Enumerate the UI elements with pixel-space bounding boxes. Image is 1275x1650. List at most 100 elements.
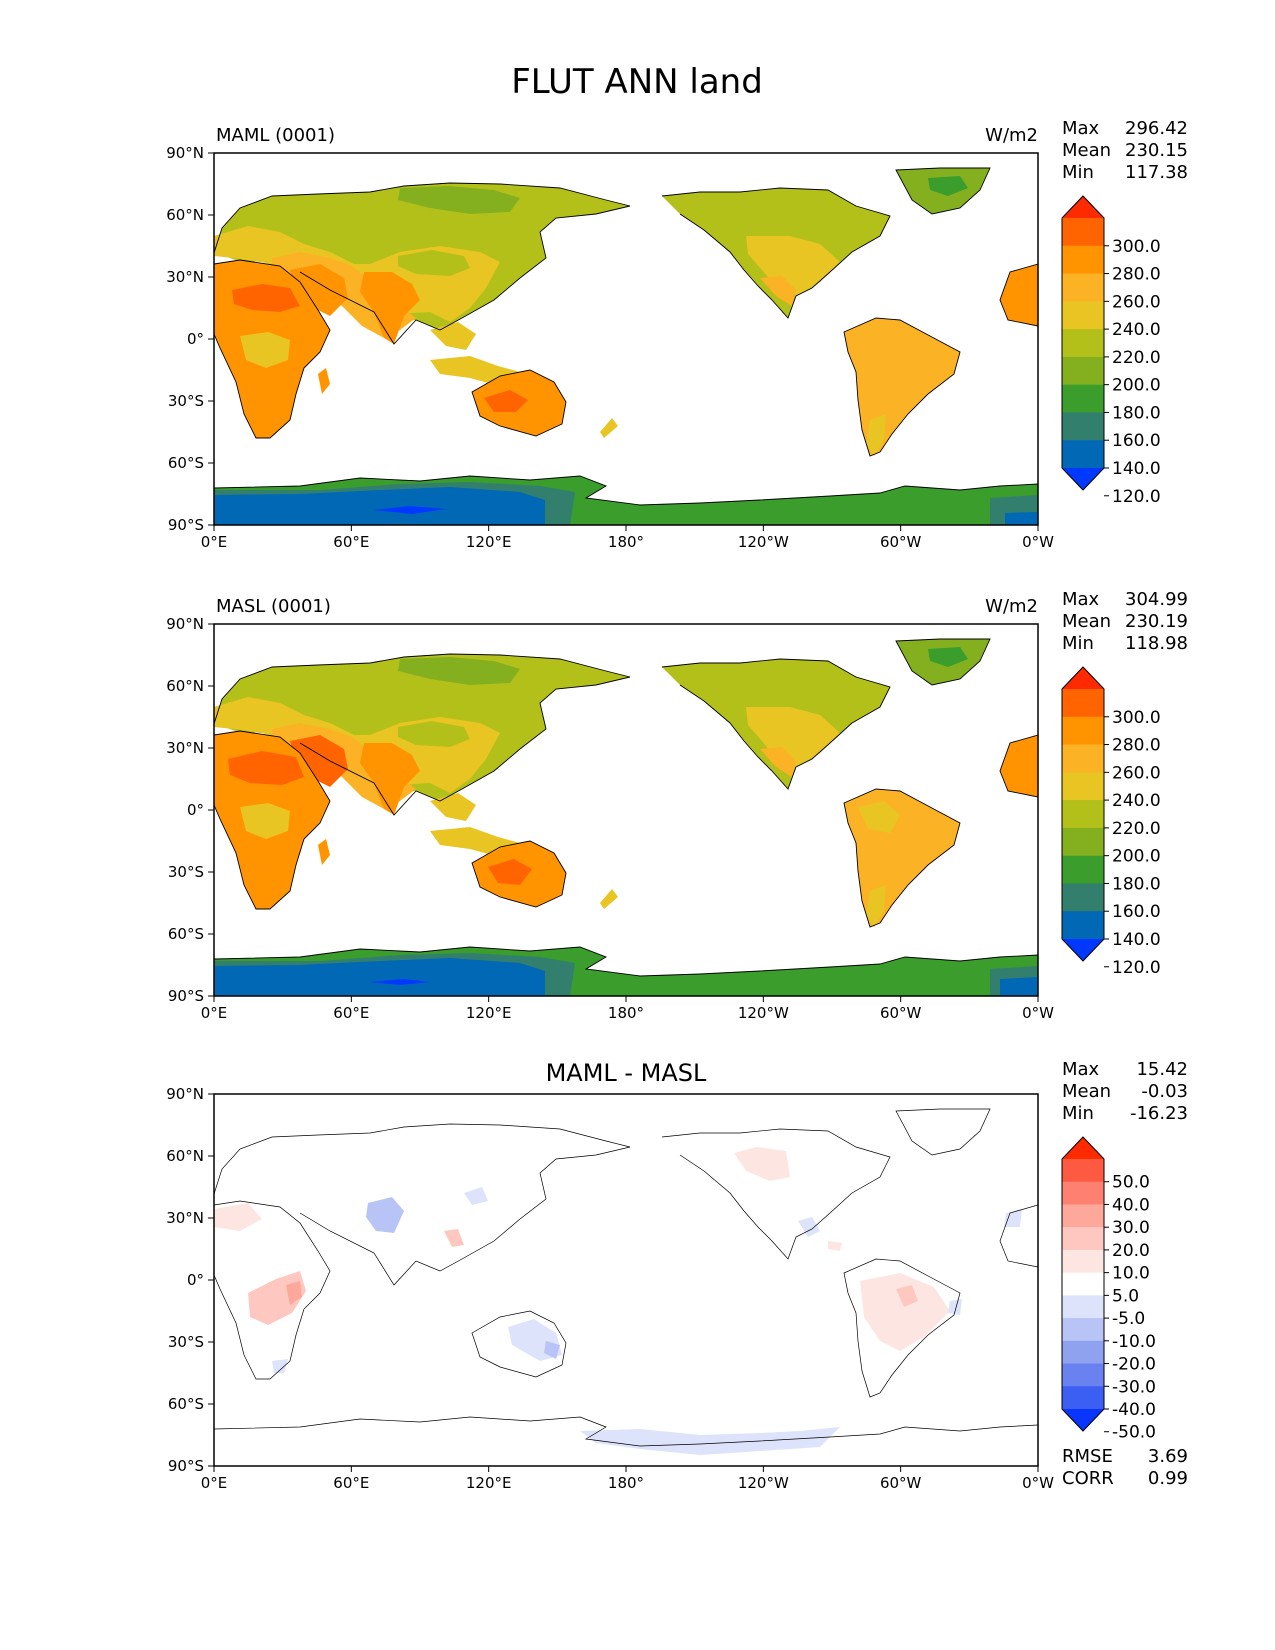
anomaly-central-america — [828, 1241, 842, 1251]
colorbar-segment — [1062, 1204, 1104, 1228]
x-tick-label: 180° — [608, 1004, 644, 1022]
y-tick-label: 30°S — [168, 1333, 204, 1351]
panel-3-y-ticks: 90°N 60°N 30°N 0° 30°S 60°S 90°S — [166, 1085, 214, 1475]
x-tick-label: 120°W — [738, 1474, 789, 1492]
figure-title: FLUT ANN land — [511, 62, 763, 102]
y-tick-label: 30°N — [166, 739, 204, 757]
colorbar-segment — [1062, 329, 1104, 358]
y-tick-label: 60°N — [166, 677, 204, 695]
x-tick-label: 0°E — [201, 1474, 228, 1492]
colorbar-label: 180.0 — [1112, 874, 1161, 894]
x-tick-label: 0°W — [1022, 1004, 1054, 1022]
y-tick-label: 90°N — [166, 615, 204, 633]
colorbar-label: 200.0 — [1112, 847, 1161, 867]
panel-3-max-value: 15.42 — [1136, 1059, 1188, 1080]
x-tick-label: 60°E — [333, 1004, 369, 1022]
colorbar-label: 10.0 — [1112, 1264, 1150, 1284]
colorbar-label: 120.0 — [1112, 958, 1161, 978]
anomaly-amazon — [860, 1273, 950, 1351]
anomaly-greenland-wrap — [1004, 1209, 1022, 1227]
colorbar-segment — [1062, 1318, 1104, 1342]
panel-1-coastlines — [214, 167, 1038, 506]
colorbar-segment — [1062, 1363, 1104, 1387]
colorbar-extend-bottom — [1062, 939, 1104, 961]
y-tick-label: 0° — [187, 801, 204, 819]
y-tick-label: 0° — [187, 330, 204, 348]
colorbar-segment — [1062, 1295, 1104, 1319]
panel-3-map — [214, 1094, 1038, 1466]
colorbar-label: 220.0 — [1112, 348, 1161, 368]
y-tick-label: 90°N — [166, 144, 204, 162]
x-tick-label: 0°E — [201, 1004, 228, 1022]
colorbar-extend-bottom — [1062, 468, 1104, 490]
colorbar-label: 200.0 — [1112, 376, 1161, 396]
panel-1-units: W/m2 — [985, 125, 1038, 146]
colorbar-segment — [1062, 412, 1104, 441]
x-tick-label: 60°W — [880, 1004, 922, 1022]
x-tick-label: 60°W — [880, 1474, 922, 1492]
colorbar-segment — [1062, 218, 1104, 247]
panel-2-mean-label: Mean — [1062, 611, 1111, 632]
colorbar-label: 240.0 — [1112, 320, 1161, 340]
panel-1-map — [214, 153, 1038, 525]
anomaly-south-africa — [272, 1359, 288, 1373]
x-tick-label: 0°W — [1022, 1474, 1054, 1492]
colorbar-extend-top — [1062, 1137, 1104, 1159]
y-tick-label: 60°S — [168, 1395, 204, 1413]
panel-maml: MAML (0001) W/m2 — [166, 118, 1188, 551]
region-madagascar — [318, 368, 330, 394]
colorbar-segment — [1062, 301, 1104, 330]
panel-3-min-value: -16.23 — [1130, 1103, 1188, 1124]
region-sahara-hot — [232, 284, 300, 312]
colorbar-label: -50.0 — [1112, 1423, 1156, 1443]
y-tick-label: 90°S — [168, 516, 204, 534]
panel-2-x-ticks: 0°E 60°E 120°E 180° 120°W 60°W 0°W — [201, 996, 1054, 1022]
y-tick-label: 60°S — [168, 925, 204, 943]
panel-3-rmse-value: 3.69 — [1148, 1446, 1188, 1467]
anomaly-brazil-east — [948, 1299, 962, 1315]
colorbar-label: 160.0 — [1112, 431, 1161, 451]
panel-2-map — [214, 624, 1038, 996]
colorbar-segment — [1062, 1159, 1104, 1183]
panel-masl: MASL (0001) W/m2 — [166, 589, 1188, 1022]
panel-1-min-value: 117.38 — [1125, 162, 1188, 183]
panel-2-min-label: Min — [1062, 633, 1094, 654]
panel-1-y-ticks: 90°N 60°N 30°N 0° 30°S 60°S 90°S — [166, 144, 214, 534]
panel-diff: MAML - MASL — [166, 1059, 1188, 1492]
colorbar-segment — [1062, 1249, 1104, 1274]
colorbar-segment — [1062, 800, 1104, 829]
colorbar-label: 300.0 — [1112, 237, 1161, 257]
colorbar-segment — [1062, 1227, 1104, 1251]
panel-1-colorbar: 300.0 280.0 260.0 240.0 220.0 200.0 180.0 160.0… — [1061, 195, 1161, 507]
region-mexico — [760, 276, 796, 306]
panel-1-max-label: Max — [1062, 118, 1100, 139]
panel-3-min-label: Min — [1062, 1103, 1094, 1124]
colorbar-label: 5.0 — [1112, 1286, 1139, 1306]
region-west-africa-wrap — [1000, 264, 1038, 326]
colorbar-segment — [1062, 245, 1104, 275]
x-tick-label: 120°E — [466, 533, 512, 551]
panel-3-corr-label: CORR — [1062, 1468, 1114, 1489]
region-new-zealand — [600, 418, 618, 438]
x-tick-label: 60°E — [333, 533, 369, 551]
anomaly-china — [464, 1187, 488, 1205]
colorbar-label: 120.0 — [1112, 487, 1161, 507]
panel-2-max-value: 304.99 — [1125, 589, 1188, 610]
region-antarctica-min — [374, 506, 446, 514]
colorbar-segment — [1062, 384, 1104, 413]
y-tick-label: 90°S — [168, 1457, 204, 1475]
colorbar-segment — [1062, 1272, 1104, 1296]
colorbar-segment — [1062, 827, 1104, 857]
anomaly-east-africa-core — [286, 1281, 302, 1305]
colorbar-label: 240.0 — [1112, 791, 1161, 811]
colorbar-segment — [1062, 356, 1104, 386]
y-tick-label: 90°N — [166, 1085, 204, 1103]
y-tick-label: 60°N — [166, 1147, 204, 1165]
colorbar-label: 180.0 — [1112, 403, 1161, 423]
colorbar-label: 280.0 — [1112, 736, 1161, 756]
x-tick-label: 120°E — [466, 1474, 512, 1492]
y-tick-label: 90°S — [168, 987, 204, 1005]
colorbar-extend-top — [1062, 196, 1104, 218]
colorbar-label: 160.0 — [1112, 902, 1161, 922]
